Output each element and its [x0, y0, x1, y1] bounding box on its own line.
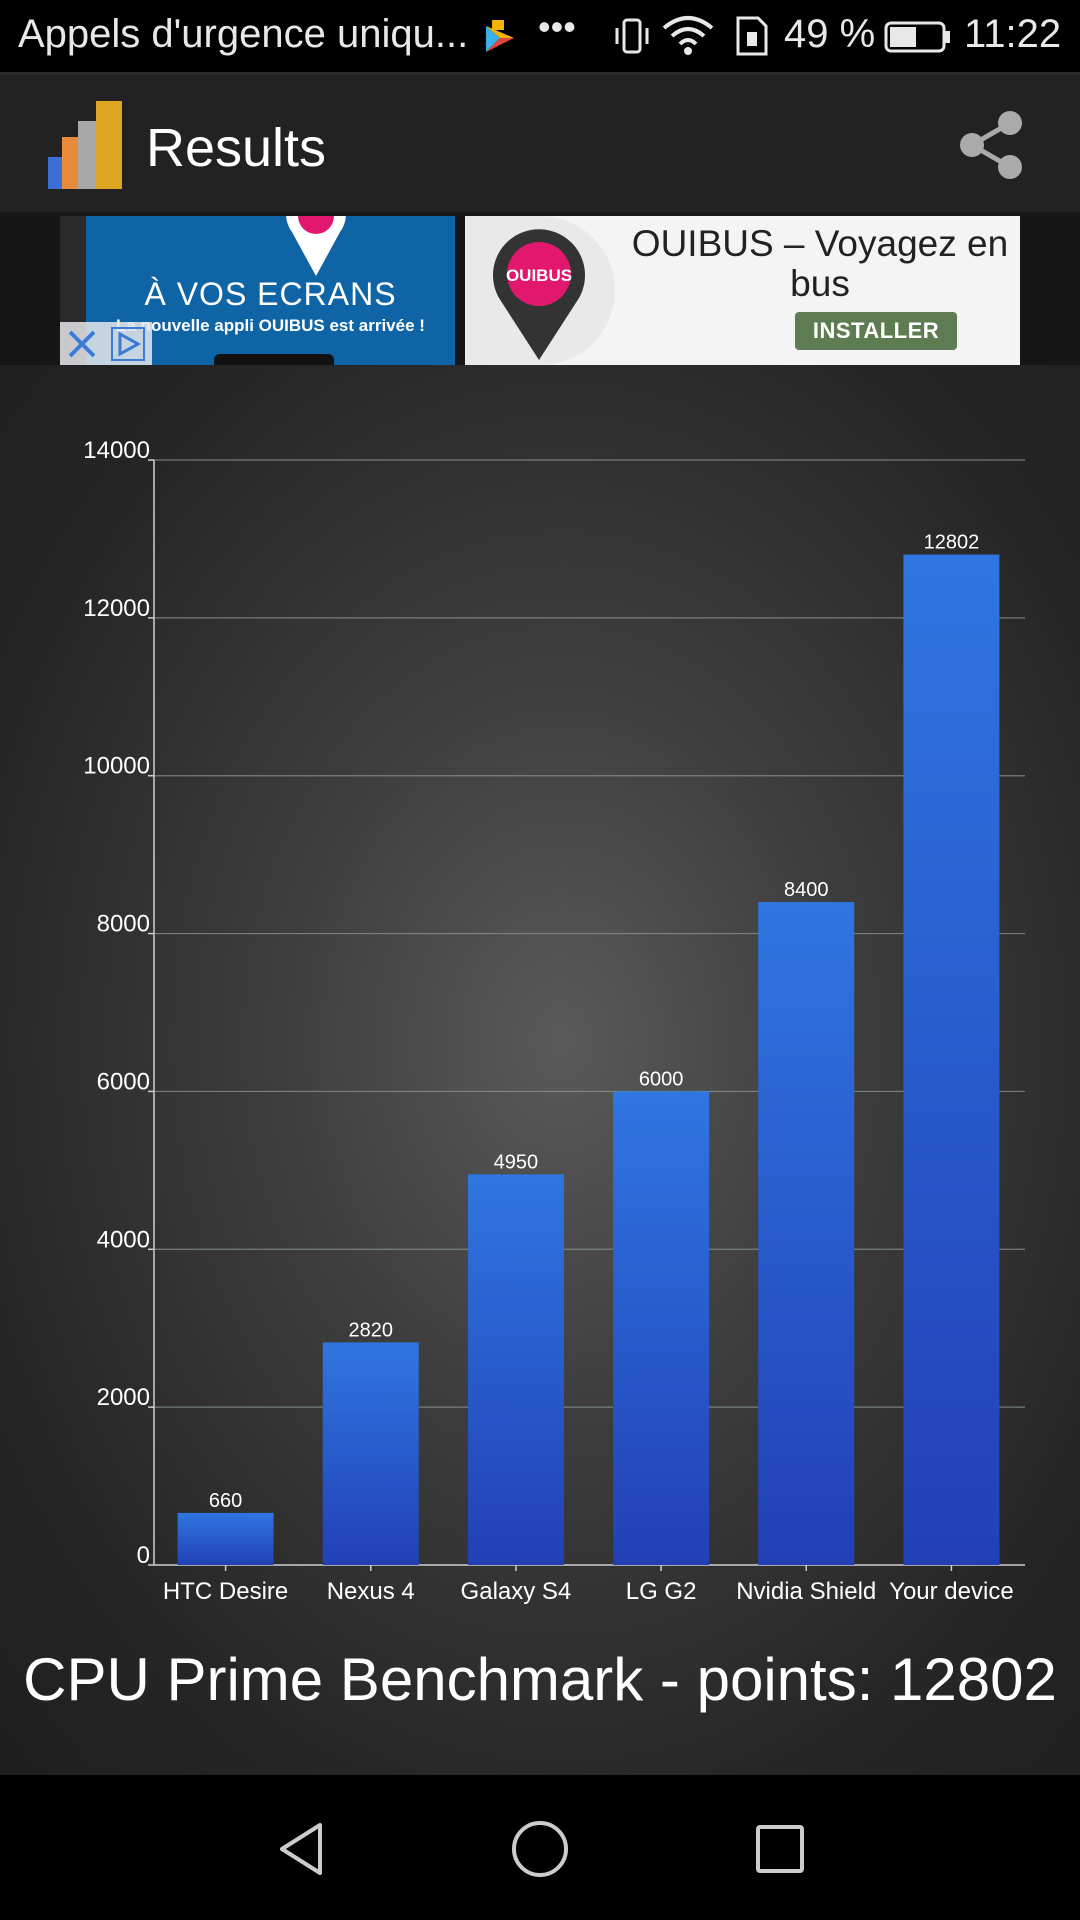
navigation-bar [0, 1775, 1080, 1920]
bar [613, 1091, 710, 1565]
ad-brand-panel: OUIBUS [465, 216, 615, 365]
bar [903, 554, 1000, 1565]
ad-subtext: La nouvelle appli OUIBUS est arrivée ! [116, 316, 425, 335]
ad-card[interactable]: OUIBUS OUIBUS – Voyagez en bus INSTALLER [465, 216, 1020, 365]
bar [467, 1174, 564, 1565]
bar-value-label: 4950 [494, 1151, 539, 1173]
notification-text: Appels d'urgence uniqu... [18, 12, 469, 56]
bar-value-label: 2820 [349, 1319, 394, 1341]
y-tick-label: 2000 [97, 1384, 150, 1411]
y-tick-label: 10000 [83, 753, 150, 780]
recents-icon[interactable] [748, 1817, 812, 1881]
status-bar: Appels d'urgence uniqu... ••• 49 % 11:22 [0, 0, 1080, 72]
clock: 11:22 [964, 12, 1062, 56]
x-category-label: Your device [889, 1578, 1014, 1605]
bar-value-label: 660 [209, 1490, 242, 1512]
sim-card-icon [736, 16, 768, 56]
x-category-label: HTC Desire [163, 1578, 288, 1605]
bus-illustration [214, 354, 334, 365]
ad-close-icon[interactable] [66, 328, 98, 360]
home-icon[interactable] [508, 1817, 572, 1881]
y-tick-label: 14000 [83, 437, 150, 464]
y-tick-label: 6000 [97, 1068, 150, 1095]
bar [322, 1342, 419, 1565]
app-bar: Results [0, 72, 1080, 212]
bar-value-label: 6000 [639, 1068, 684, 1090]
share-icon[interactable] [954, 107, 1030, 183]
bar-value-label: 8400 [784, 879, 829, 901]
battery-icon [884, 21, 950, 53]
wifi-icon [662, 16, 714, 55]
battery-percent: 49 % [784, 12, 876, 56]
ouibus-pin-icon: OUIBUS [493, 229, 585, 360]
more-notifications-icon: ••• [538, 6, 576, 47]
page-title: Results [146, 118, 327, 178]
bar [758, 902, 855, 1565]
bar-chart: 0 2000 4000 6000 8000 10000 12000 14000 660 HTC D… [83, 437, 1025, 1605]
ad-title: OUIBUS – Voyagez en bus [631, 223, 1009, 304]
x-category-label: Nexus 4 [327, 1578, 415, 1605]
bar-value-label: 12802 [924, 532, 980, 554]
back-icon[interactable] [270, 1817, 334, 1881]
ad-choices-icon[interactable] [110, 326, 146, 362]
y-tick-label: 12000 [83, 595, 150, 622]
x-category-label: Nvidia Shield [736, 1578, 876, 1605]
app-logo-icon [48, 101, 122, 189]
install-button[interactable]: INSTALLER [795, 312, 957, 350]
y-tick-label: 8000 [97, 911, 150, 938]
x-category-label: Galaxy S4 [461, 1578, 572, 1605]
x-category-label: LG G2 [626, 1578, 697, 1605]
ad-brand-label: OUIBUS [506, 266, 572, 285]
chart-area: 0 2000 4000 6000 8000 10000 12000 14000 660 HTC D… [0, 365, 1080, 1775]
y-tick-label: 4000 [97, 1226, 150, 1253]
google-play-icon [486, 20, 514, 52]
bar [177, 1512, 274, 1565]
ad-controls [60, 322, 152, 365]
benchmark-caption: CPU Prime Benchmark - points: 12802 [23, 1646, 1057, 1713]
y-tick-label: 0 [137, 1542, 150, 1569]
map-pin-icon [286, 216, 346, 276]
vibrate-icon [615, 18, 649, 54]
ad-headline: À VOS ECRANS [144, 276, 397, 312]
